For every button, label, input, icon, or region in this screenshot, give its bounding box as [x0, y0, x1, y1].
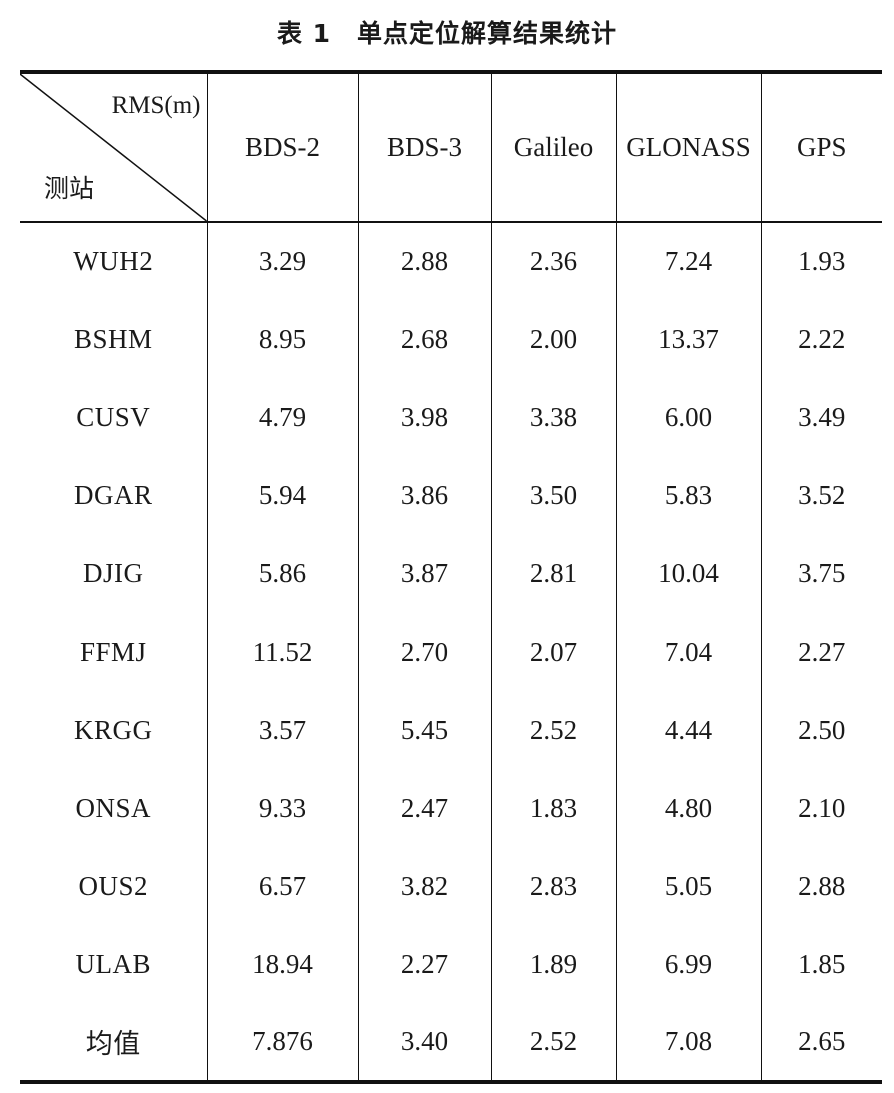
value-cell: 2.27: [760, 612, 882, 692]
value-cell: 4.80: [615, 769, 761, 848]
value-cell: 2.22: [760, 300, 882, 379]
value-cell: 7.876: [206, 1003, 358, 1085]
table-row: DJIG 5.86 3.87 2.81 10.04 3.75: [20, 534, 882, 613]
value-cell: 2.68: [357, 300, 491, 379]
station-cell: KRGG: [73, 714, 153, 745]
value-cell: 2.81: [490, 534, 616, 613]
value-cell: 7.04: [615, 612, 761, 692]
value-cell: 2.10: [760, 769, 882, 848]
value-cell: 3.52: [760, 456, 882, 535]
table-row: DGAR 5.94 3.86 3.50 5.83 3.52: [20, 456, 882, 535]
value-cell: 5.94: [206, 456, 358, 535]
value-cell: 5.45: [357, 691, 491, 770]
value-cell: 1.83: [490, 769, 616, 848]
station-cell: CUSV: [76, 401, 151, 432]
value-cell: 1.89: [490, 925, 616, 1004]
station-cell: FFMJ: [79, 636, 147, 667]
value-cell: 3.87: [357, 534, 491, 613]
table-row: ULAB 18.94 2.27 1.89 6.99 1.85: [20, 925, 882, 1004]
value-cell: 7.24: [615, 222, 761, 301]
column-header: GLONASS: [615, 70, 761, 223]
value-cell: 1.93: [760, 222, 882, 301]
value-cell: 2.52: [490, 1003, 616, 1085]
table-row: CUSV 4.79 3.98 3.38 6.00 3.49: [20, 378, 882, 457]
value-cell: 13.37: [615, 300, 761, 379]
value-cell: 3.50: [490, 456, 616, 535]
column-header: BDS-2: [206, 70, 358, 223]
value-cell: 2.88: [760, 847, 882, 926]
table-row: 均值 7.876 3.40 2.52 7.08 2.65: [20, 1003, 882, 1085]
value-cell: 2.27: [357, 925, 491, 1004]
value-cell: 3.98: [357, 378, 491, 457]
diagonal-divider: [20, 74, 207, 221]
value-cell: 6.99: [615, 925, 761, 1004]
value-cell: 5.86: [206, 534, 358, 613]
value-cell: 1.85: [760, 925, 882, 1004]
station-cell: ONSA: [75, 792, 151, 823]
value-cell: 3.49: [760, 378, 882, 457]
value-cell: 3.86: [357, 456, 491, 535]
value-cell: 7.08: [615, 1003, 761, 1085]
value-cell: 2.65: [760, 1003, 882, 1085]
table-title: 单点定位解算结果统计: [357, 19, 618, 48]
station-cell: OUS2: [78, 871, 148, 902]
station-cell: WUH2: [73, 246, 154, 277]
value-cell: 2.47: [357, 769, 491, 848]
station-cell: DJIG: [83, 558, 144, 589]
value-cell: 10.04: [615, 534, 761, 613]
rms-table: RMS(m) 测站 BDS-2 BDS-3 Galileo GLONASS GP…: [20, 70, 882, 1085]
value-cell: 2.52: [490, 691, 616, 770]
value-cell: 2.00: [490, 300, 616, 379]
value-cell: 3.57: [206, 691, 358, 770]
value-cell: 3.40: [357, 1003, 491, 1085]
corner-label-station: 测站: [44, 174, 95, 203]
table-row: KRGG 3.57 5.45 2.52 4.44 2.50: [20, 691, 882, 770]
value-cell: 5.83: [615, 456, 761, 535]
value-cell: 3.38: [490, 378, 616, 457]
value-cell: 2.50: [760, 691, 882, 770]
value-cell: 3.29: [206, 222, 358, 301]
column-header: Galileo: [490, 70, 616, 223]
value-cell: 2.07: [490, 612, 616, 692]
station-cell: 均值: [20, 1003, 207, 1085]
value-cell: 4.44: [615, 691, 761, 770]
corner-label-rms: RMS(m): [111, 92, 201, 119]
column-header: BDS-3: [357, 70, 491, 223]
table-row: OUS2 6.57 3.82 2.83 5.05 2.88: [20, 847, 882, 926]
station-cell: ULAB: [75, 949, 151, 980]
value-cell: 3.82: [357, 847, 491, 926]
station-cell: BSHM: [73, 323, 153, 354]
table-caption: 表 1 单点定位解算结果统计: [0, 14, 894, 50]
table-row: BSHM 8.95 2.68 2.00 13.37 2.22: [20, 300, 882, 379]
value-cell: 9.33: [206, 769, 358, 848]
table-row: FFMJ 11.52 2.70 2.07 7.04 2.27: [20, 612, 882, 692]
table-number: 表 1: [276, 19, 332, 48]
table-row: WUH2 3.29 2.88 2.36 7.24 1.93: [20, 222, 882, 301]
value-cell: 8.95: [206, 300, 358, 379]
value-cell: 5.05: [615, 847, 761, 926]
value-cell: 6.57: [206, 847, 358, 926]
column-header: GPS: [760, 70, 882, 223]
value-cell: 2.36: [490, 222, 616, 301]
value-cell: 3.75: [760, 534, 882, 613]
header-row: RMS(m) 测站 BDS-2 BDS-3 Galileo GLONASS GP…: [20, 70, 882, 223]
value-cell: 11.52: [206, 612, 358, 692]
value-cell: 4.79: [206, 378, 358, 457]
value-cell: 2.70: [357, 612, 491, 692]
value-cell: 18.94: [206, 925, 358, 1004]
value-cell: 2.88: [357, 222, 491, 301]
station-cell: DGAR: [73, 480, 153, 511]
value-cell: 2.83: [490, 847, 616, 926]
table-row: ONSA 9.33 2.47 1.83 4.80 2.10: [20, 769, 882, 848]
value-cell: 6.00: [615, 378, 761, 457]
corner-header-cell: RMS(m) 测站: [20, 70, 207, 223]
